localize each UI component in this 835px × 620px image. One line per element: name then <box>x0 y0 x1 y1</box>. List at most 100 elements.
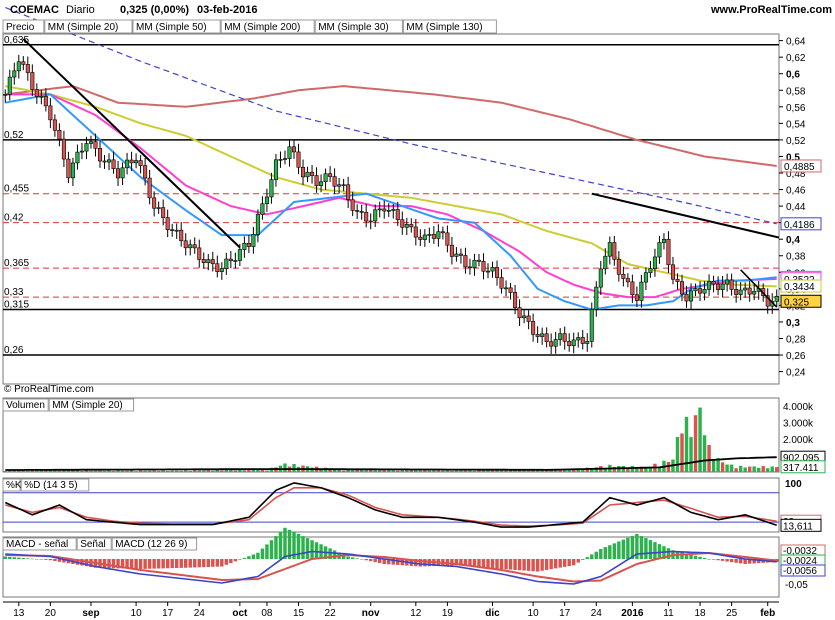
macd-bar <box>495 559 499 569</box>
site-link[interactable]: www.ProRealTime.com <box>710 4 832 16</box>
volume-bar <box>729 464 734 472</box>
candle-body <box>711 280 716 285</box>
volume-bar <box>71 470 75 472</box>
candle-body <box>427 234 432 236</box>
volume-bar <box>179 470 183 472</box>
volume-bar <box>472 470 477 472</box>
candle-body <box>278 159 283 161</box>
price-badge-label: 0,3434 <box>784 282 815 293</box>
macd-bar <box>391 559 395 565</box>
volume-tick-label: 3.000k <box>783 419 814 430</box>
candle-body <box>454 253 459 257</box>
candle-body <box>612 242 617 260</box>
candle-body <box>170 229 175 231</box>
volume-bar <box>30 469 35 472</box>
volume-bar <box>639 466 644 472</box>
macd-bar <box>138 559 143 569</box>
volume-bar <box>725 464 729 472</box>
candle-body <box>102 160 107 163</box>
candle-body <box>386 210 391 212</box>
trendline <box>740 269 778 308</box>
level-label: 0,635 <box>4 35 29 46</box>
volume-bar <box>535 470 540 472</box>
legend-box <box>220 19 315 34</box>
candle-body <box>616 259 621 275</box>
candle-body <box>107 159 112 163</box>
volume-bar <box>720 462 725 472</box>
candle-body <box>562 333 567 342</box>
candle-body <box>319 181 324 186</box>
candle-body <box>364 211 369 222</box>
macd-bar <box>459 559 463 566</box>
macd-bar <box>549 559 553 570</box>
macd-bar <box>278 531 283 559</box>
macd-bar <box>599 549 603 559</box>
candle-body <box>765 295 770 307</box>
macd-bar <box>161 559 165 569</box>
candle-body <box>490 267 495 272</box>
x-tick-label: 2016 <box>621 608 644 619</box>
volume-bar <box>21 470 26 472</box>
volume-bar <box>644 467 648 472</box>
candle-body <box>39 96 44 98</box>
macd-bar <box>540 559 544 571</box>
macd-bar <box>364 559 368 561</box>
x-tick-label: 22 <box>325 608 337 619</box>
macd-bar <box>35 559 39 560</box>
legend-entry: MM (Simple 200) <box>224 22 300 33</box>
volume-bar <box>463 470 468 472</box>
volume-bar <box>80 471 84 472</box>
volume-tick-label: 4.000k <box>783 402 814 413</box>
candle-body <box>752 291 757 295</box>
trendline <box>22 38 241 249</box>
candle-body <box>513 292 518 308</box>
macd-bar <box>152 559 156 569</box>
legend-box <box>44 19 133 34</box>
candle-body <box>88 141 93 144</box>
legend-box <box>2 478 21 492</box>
candle-body <box>607 242 612 257</box>
volume-bar <box>770 466 774 472</box>
candle-body <box>720 283 725 290</box>
x-tick-label: 10 <box>131 608 143 619</box>
macd-bar <box>585 557 589 559</box>
x-tick-label: 11 <box>663 608 674 619</box>
volume-bar <box>283 463 287 472</box>
candle-body <box>165 217 170 230</box>
volume-bar <box>454 470 459 472</box>
macd-bar <box>553 559 558 569</box>
candle-body <box>314 175 319 186</box>
candle-body <box>580 337 585 344</box>
macd-badge <box>780 564 826 577</box>
volume-bar <box>328 468 332 472</box>
candle-body <box>129 159 134 164</box>
volume-bar <box>62 470 66 472</box>
series-mm-simple-20- <box>5 93 777 311</box>
x-tick-label: 08 <box>261 608 273 619</box>
candle-body <box>729 279 734 290</box>
stoch-badge-label: 13,611 <box>783 521 813 532</box>
legend-entry: MACD - señal <box>6 539 68 550</box>
macd-bar <box>576 559 580 563</box>
price-badge <box>780 217 822 231</box>
candle-body <box>585 341 590 344</box>
volume-bar <box>84 470 89 472</box>
legend-box <box>76 537 112 551</box>
macd-bar <box>468 559 472 567</box>
volume-bar <box>125 470 129 472</box>
macd-tick-label: -0,05 <box>785 580 808 591</box>
candle-body <box>174 229 179 232</box>
y-tick-label: 0,44 <box>786 202 806 213</box>
macd-bar <box>423 559 427 567</box>
candle-body <box>594 286 599 310</box>
volume-bar <box>698 407 702 472</box>
candle-body <box>215 263 220 272</box>
candle-body <box>210 259 215 265</box>
volume-bar <box>102 470 107 472</box>
candle-body <box>255 214 260 235</box>
legend-box <box>2 398 49 412</box>
macd-bar <box>504 559 508 570</box>
candle-body <box>526 315 531 322</box>
macd-bar <box>517 559 522 571</box>
candle-body <box>535 334 540 337</box>
